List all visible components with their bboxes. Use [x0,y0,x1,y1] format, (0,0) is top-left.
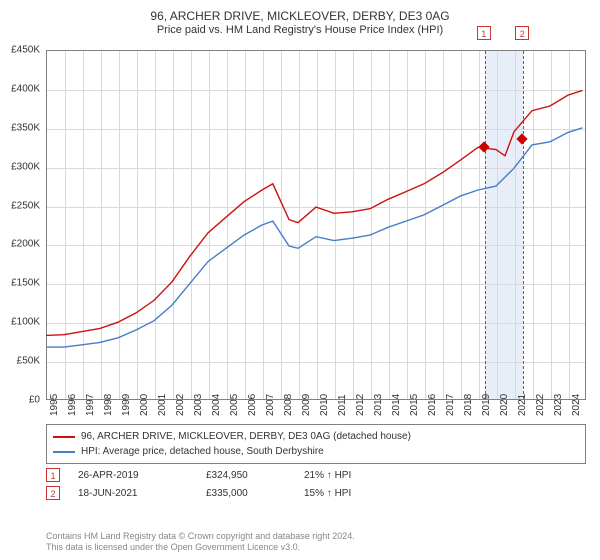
y-axis-label: £200K [0,239,40,250]
x-axis-label: 1997 [85,394,96,416]
y-axis-label: £100K [0,317,40,328]
legend-label: 96, ARCHER DRIVE, MICKLEOVER, DERBY, DE3… [81,429,411,444]
y-axis-label: £250K [0,200,40,211]
x-axis-label: 1998 [103,394,114,416]
transaction-marker-badge: 1 [477,26,491,40]
table-row: 1 26-APR-2019 £324,950 21% ↑ HPI [46,466,586,484]
x-axis-label: 2007 [265,394,276,416]
y-axis-label: £350K [0,122,40,133]
legend-item: HPI: Average price, detached house, Sout… [53,444,579,459]
x-axis-label: 2022 [535,394,546,416]
y-axis-label: £50K [0,356,40,367]
tx-index-badge: 1 [46,468,60,482]
tx-price: £324,950 [206,470,286,481]
tx-date: 18-JUN-2021 [78,488,188,499]
x-axis-label: 2012 [355,394,366,416]
x-axis-label: 2010 [319,394,330,416]
x-axis-label: 2017 [445,394,456,416]
footer-line: Contains HM Land Registry data © Crown c… [46,531,586,543]
tx-date: 26-APR-2019 [78,470,188,481]
y-axis-label: £450K [0,45,40,56]
tx-index-badge: 2 [46,486,60,500]
transaction-table: 1 26-APR-2019 £324,950 21% ↑ HPI 2 18-JU… [46,466,586,502]
x-axis-label: 2004 [211,394,222,416]
x-axis-label: 1999 [121,394,132,416]
x-axis-label: 2005 [229,394,240,416]
x-axis-label: 1996 [67,394,78,416]
y-axis-label: £0 [0,395,40,406]
legend-item: 96, ARCHER DRIVE, MICKLEOVER, DERBY, DE3… [53,429,579,444]
table-row: 2 18-JUN-2021 £335,000 15% ↑ HPI [46,484,586,502]
x-axis-label: 2020 [499,394,510,416]
series-price_paid [46,90,582,335]
x-axis-label: 2000 [139,394,150,416]
x-axis-label: 2003 [193,394,204,416]
x-axis-label: 2009 [301,394,312,416]
x-axis-label: 2023 [553,394,564,416]
transaction-marker-badge: 2 [515,26,529,40]
chart-area: £0£50K£100K£150K£200K£250K£300K£350K£400… [46,50,586,400]
legend-swatch [53,451,75,453]
legend-swatch [53,436,75,438]
line-layer [46,50,586,400]
legend-box: 96, ARCHER DRIVE, MICKLEOVER, DERBY, DE3… [46,424,586,464]
x-axis-label: 2021 [517,394,528,416]
x-axis-label: 2014 [391,394,402,416]
legend-label: HPI: Average price, detached house, Sout… [81,444,324,459]
x-axis-label: 2018 [463,394,474,416]
x-axis-label: 2015 [409,394,420,416]
tx-hpi: 21% ↑ HPI [304,470,394,481]
tx-hpi: 15% ↑ HPI [304,488,394,499]
x-axis-label: 2011 [337,394,348,416]
footer-line: This data is licensed under the Open Gov… [46,542,586,554]
x-axis-label: 2019 [481,394,492,416]
footer-attribution: Contains HM Land Registry data © Crown c… [46,531,586,554]
chart-title: 96, ARCHER DRIVE, MICKLEOVER, DERBY, DE3… [0,0,600,24]
y-axis-label: £150K [0,278,40,289]
x-axis-label: 2001 [157,394,168,416]
x-axis-label: 2013 [373,394,384,416]
series-hpi [46,128,582,347]
chart-subtitle: Price paid vs. HM Land Registry's House … [0,24,600,40]
x-axis-label: 2024 [571,394,582,416]
x-axis-label: 2008 [283,394,294,416]
chart-container: 96, ARCHER DRIVE, MICKLEOVER, DERBY, DE3… [0,0,600,560]
x-axis-label: 2006 [247,394,258,416]
tx-price: £335,000 [206,488,286,499]
x-axis-label: 1995 [49,394,60,416]
x-axis-label: 2016 [427,394,438,416]
y-axis-label: £300K [0,161,40,172]
x-axis-label: 2002 [175,394,186,416]
y-axis-label: £400K [0,83,40,94]
